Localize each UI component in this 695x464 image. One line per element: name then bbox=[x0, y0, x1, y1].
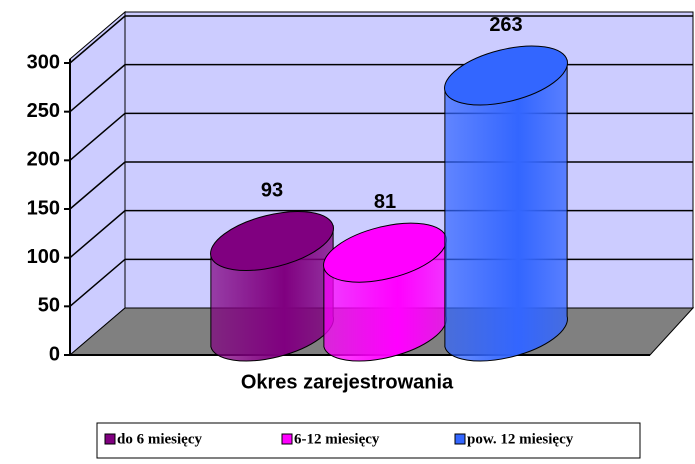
y-tick-label: 50 bbox=[38, 295, 60, 317]
data-label: 93 bbox=[261, 179, 283, 201]
cylinder bbox=[444, 45, 568, 362]
legend-swatch bbox=[281, 433, 293, 445]
y-tick-label: 200 bbox=[27, 149, 60, 171]
legend-swatch bbox=[104, 433, 116, 445]
side-wall bbox=[69, 10, 126, 357]
y-tick-label: 0 bbox=[49, 343, 60, 365]
cylinder-body bbox=[444, 59, 568, 362]
y-tick-label: 250 bbox=[27, 100, 60, 122]
data-label: 81 bbox=[374, 191, 396, 213]
x-axis-label: Okres zarejestrowania bbox=[241, 371, 454, 393]
legend-label: 6-12 miesięcy bbox=[294, 431, 380, 447]
cylinder-top bbox=[444, 45, 568, 106]
grid-line bbox=[69, 15, 693, 64]
legend-label: pow. 12 miesięcy bbox=[467, 431, 574, 447]
cylinder-top bbox=[210, 211, 334, 271]
y-tick-label: 100 bbox=[27, 246, 60, 268]
y-tick-label: 150 bbox=[27, 197, 60, 219]
legend-box bbox=[96, 422, 641, 459]
cylinder bbox=[323, 222, 447, 362]
legend-swatch bbox=[454, 433, 466, 445]
y-tick-label: 300 bbox=[27, 51, 60, 73]
data-label: 263 bbox=[489, 14, 522, 36]
legend-label: do 6 miesięcy bbox=[117, 431, 202, 447]
cylinder bbox=[210, 211, 334, 362]
